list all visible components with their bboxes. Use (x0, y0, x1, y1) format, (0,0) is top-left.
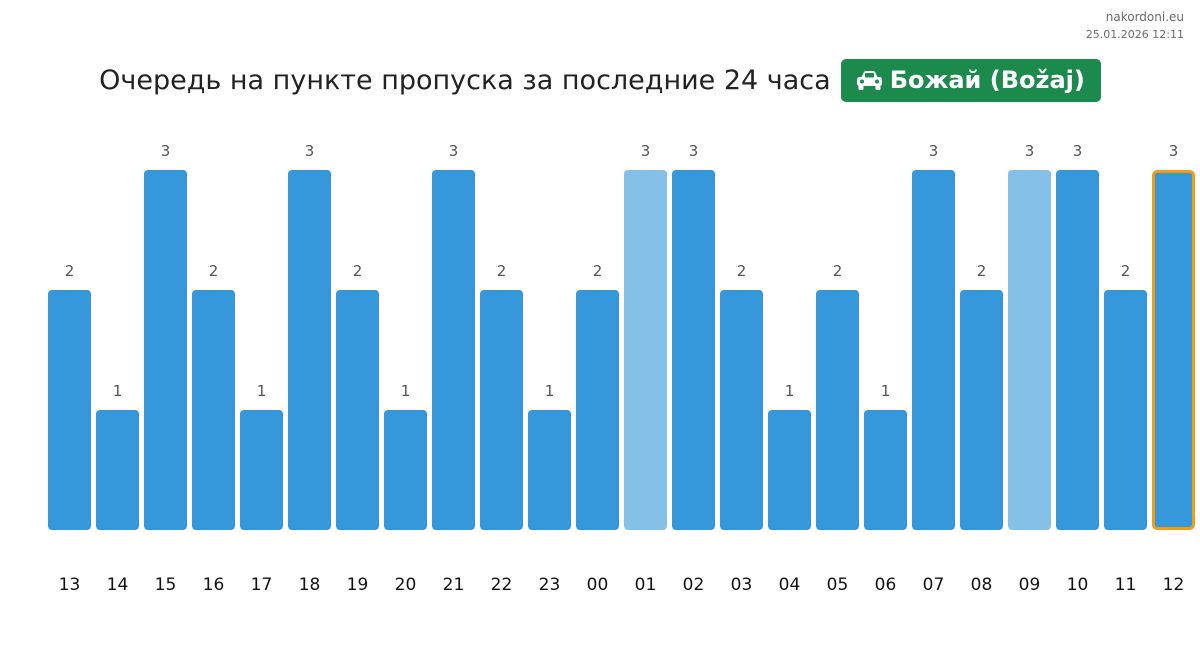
bar-10 (1056, 170, 1099, 530)
value-label-07: 3 (929, 142, 939, 160)
bar-20 (384, 410, 427, 530)
bar-16 (192, 290, 235, 530)
value-label-14: 1 (113, 382, 123, 400)
brand: nakordoni.eu 25.01.2026 12:11 (1086, 9, 1184, 43)
value-label-21: 3 (449, 142, 459, 160)
value-label-17: 1 (257, 382, 267, 400)
x-tick-19: 19 (347, 575, 369, 595)
bar-18 (288, 170, 331, 530)
bar-12 (1152, 170, 1195, 530)
value-label-15: 3 (161, 142, 171, 160)
x-tick-17: 17 (251, 575, 273, 595)
checkpoint-badge: Божай (Božaj) (840, 58, 1101, 102)
value-label-20: 1 (401, 382, 411, 400)
x-tick-16: 16 (203, 575, 225, 595)
x-tick-00: 00 (587, 575, 609, 595)
x-tick-15: 15 (155, 575, 177, 595)
value-label-16: 2 (209, 262, 219, 280)
x-tick-12: 12 (1163, 575, 1185, 595)
value-label-00: 2 (593, 262, 603, 280)
value-label-18: 3 (305, 142, 315, 160)
x-tick-13: 13 (59, 575, 81, 595)
site-name: nakordoni.eu (1105, 10, 1184, 24)
x-tick-04: 04 (779, 575, 801, 595)
x-tick-18: 18 (299, 575, 321, 595)
x-tick-10: 10 (1067, 575, 1089, 595)
bar-08 (960, 290, 1003, 530)
value-label-03: 2 (737, 262, 747, 280)
value-label-10: 3 (1073, 142, 1083, 160)
x-tick-02: 02 (683, 575, 705, 595)
x-tick-08: 08 (971, 575, 993, 595)
x-tick-21: 21 (443, 575, 465, 595)
x-tick-09: 09 (1019, 575, 1041, 595)
bar-07 (912, 170, 955, 530)
x-tick-01: 01 (635, 575, 657, 595)
value-label-11: 2 (1121, 262, 1131, 280)
chart-header: Очередь на пункте пропуска за последние … (0, 58, 1200, 102)
value-label-09: 3 (1025, 142, 1035, 160)
bar-17 (240, 410, 283, 530)
bar-19 (336, 290, 379, 530)
checkpoint-name: Божай (Božaj) (889, 66, 1085, 94)
bar-14 (96, 410, 139, 530)
value-label-05: 2 (833, 262, 843, 280)
bar-04 (768, 410, 811, 530)
x-tick-22: 22 (491, 575, 513, 595)
car-icon (855, 69, 884, 91)
value-label-22: 2 (497, 262, 507, 280)
value-label-13: 2 (65, 262, 75, 280)
x-tick-14: 14 (107, 575, 129, 595)
bar-01 (624, 170, 667, 530)
x-tick-11: 11 (1115, 575, 1137, 595)
x-tick-06: 06 (875, 575, 897, 595)
bar-15 (144, 170, 187, 530)
bar-03 (720, 290, 763, 530)
bar-02 (672, 170, 715, 530)
bar-09 (1008, 170, 1051, 530)
value-label-12: 3 (1169, 142, 1179, 160)
value-label-19: 2 (353, 262, 363, 280)
x-tick-23: 23 (539, 575, 561, 595)
bar-06 (864, 410, 907, 530)
x-tick-05: 05 (827, 575, 849, 595)
bar-23 (528, 410, 571, 530)
x-tick-20: 20 (395, 575, 417, 595)
bar-13 (48, 290, 91, 530)
x-tick-03: 03 (731, 575, 753, 595)
value-label-08: 2 (977, 262, 987, 280)
value-label-23: 1 (545, 382, 555, 400)
value-label-06: 1 (881, 382, 891, 400)
bar-11 (1104, 290, 1147, 530)
bar-05 (816, 290, 859, 530)
bar-00 (576, 290, 619, 530)
bar-21 (432, 170, 475, 530)
value-label-01: 3 (641, 142, 651, 160)
x-tick-07: 07 (923, 575, 945, 595)
page-title: Очередь на пункте пропуска за последние … (99, 64, 831, 96)
timestamp: 25.01.2026 12:11 (1085, 28, 1184, 41)
value-label-02: 3 (689, 142, 699, 160)
value-label-04: 1 (785, 382, 795, 400)
bar-22 (480, 290, 523, 530)
